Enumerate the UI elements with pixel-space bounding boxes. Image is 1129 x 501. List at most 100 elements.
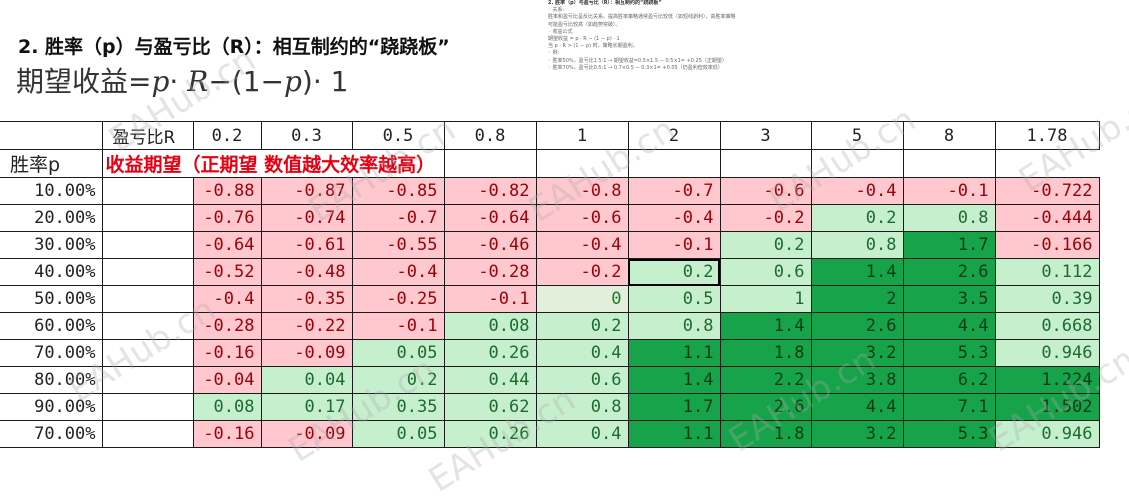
p-value-cell[interactable]: 50.00% <box>0 285 103 313</box>
value-cell[interactable]: 0.62 <box>443 393 537 421</box>
r-value-header[interactable]: 8 <box>902 121 996 150</box>
value-cell[interactable]: 3.2 <box>810 420 904 448</box>
value-cell[interactable]: 0.17 <box>260 393 353 421</box>
value-cell[interactable]: 0.4 <box>535 339 629 367</box>
value-cell[interactable]: 0.05 <box>351 339 445 367</box>
value-cell[interactable]: -0.16 <box>192 420 262 448</box>
value-cell[interactable]: 0.946 <box>994 420 1100 448</box>
value-cell[interactable]: 0.05 <box>351 420 445 448</box>
value-cell[interactable]: -0.74 <box>260 204 353 232</box>
value-cell[interactable]: -0.09 <box>260 420 353 448</box>
blank-cell[interactable] <box>101 177 194 205</box>
p-value-cell[interactable]: 40.00% <box>0 258 103 286</box>
value-cell[interactable]: 0.8 <box>627 312 721 340</box>
value-cell[interactable]: 1.4 <box>719 312 812 340</box>
p-value-cell[interactable]: 70.00% <box>0 420 103 448</box>
value-cell[interactable]: -0.55 <box>351 231 445 259</box>
p-value-cell[interactable]: 30.00% <box>0 231 103 259</box>
value-cell[interactable]: -0.28 <box>192 312 262 340</box>
value-cell[interactable]: 4.4 <box>902 312 996 340</box>
p-value-cell[interactable]: 20.00% <box>0 204 103 232</box>
embedded-note-image[interactable]: 2. 胜率（p）与盈亏比（R）：相互制约的“跷跷板” ◦ 关系: 胜率和盈亏比呈反… <box>548 0 758 118</box>
r-value-header[interactable]: 0.3 <box>260 121 353 150</box>
value-cell[interactable]: 0.4 <box>535 420 629 448</box>
value-cell[interactable]: -0.4 <box>627 204 721 232</box>
value-cell[interactable]: -0.444 <box>994 204 1100 232</box>
value-cell[interactable]: -0.52 <box>192 258 262 286</box>
value-cell[interactable]: 0.08 <box>443 312 537 340</box>
value-cell[interactable]: 1.4 <box>810 258 904 286</box>
value-cell[interactable]: -0.4 <box>535 231 629 259</box>
r-value-header[interactable]: 5 <box>810 121 904 150</box>
value-cell[interactable]: 0.2 <box>810 204 904 232</box>
empty-cell[interactable] <box>443 149 537 178</box>
value-cell[interactable]: -0.6 <box>535 204 629 232</box>
value-cell[interactable]: -0.4 <box>810 177 904 205</box>
value-cell[interactable]: 0.6 <box>719 258 812 286</box>
value-cell[interactable]: 3.2 <box>810 339 904 367</box>
value-cell[interactable]: 4.4 <box>810 393 904 421</box>
value-cell[interactable]: 1.8 <box>719 420 812 448</box>
value-cell[interactable]: -0.4 <box>351 258 445 286</box>
blank-cell[interactable] <box>101 312 194 340</box>
empty-cell[interactable] <box>535 149 629 178</box>
value-cell[interactable]: 0.44 <box>443 366 537 394</box>
value-cell[interactable]: -0.7 <box>627 177 721 205</box>
value-cell[interactable]: -0.61 <box>260 231 353 259</box>
value-cell[interactable]: -0.35 <box>260 285 353 313</box>
value-cell[interactable]: 7.1 <box>902 393 996 421</box>
r-value-header[interactable]: 3 <box>719 121 812 150</box>
value-cell[interactable]: -0.64 <box>192 231 262 259</box>
p-value-cell[interactable]: 60.00% <box>0 312 103 340</box>
value-cell[interactable]: 0.04 <box>260 366 353 394</box>
value-cell[interactable]: 0.8 <box>810 231 904 259</box>
r-value-header[interactable]: 0.5 <box>351 121 445 150</box>
value-cell[interactable]: 3.5 <box>902 285 996 313</box>
banner-cell[interactable]: 收益期望（正期望 数值越大效率越高） <box>101 149 445 178</box>
value-cell[interactable]: 0.668 <box>994 312 1100 340</box>
r-header-label[interactable]: 盈亏比R <box>101 121 194 150</box>
value-cell[interactable]: 1.7 <box>902 231 996 259</box>
p-value-cell[interactable]: 10.00% <box>0 177 103 205</box>
value-cell[interactable]: 0.6 <box>535 366 629 394</box>
value-cell[interactable]: -0.4 <box>192 285 262 313</box>
value-cell[interactable]: 2.6 <box>902 258 996 286</box>
value-cell[interactable]: 1.502 <box>994 393 1100 421</box>
value-cell[interactable]: -0.46 <box>443 231 537 259</box>
value-cell[interactable]: 0.35 <box>351 393 445 421</box>
value-cell[interactable]: -0.1 <box>902 177 996 205</box>
corner-cell[interactable] <box>0 121 103 150</box>
p-value-cell[interactable]: 70.00% <box>0 339 103 367</box>
value-cell[interactable]: -0.1 <box>627 231 721 259</box>
value-cell[interactable]: 0.946 <box>994 339 1100 367</box>
value-cell[interactable]: -0.7 <box>351 204 445 232</box>
empty-cell[interactable] <box>719 149 812 178</box>
blank-cell[interactable] <box>101 231 194 259</box>
value-cell[interactable]: 0.26 <box>443 339 537 367</box>
value-cell[interactable]: 1.8 <box>719 339 812 367</box>
value-cell[interactable]: 1.7 <box>627 393 721 421</box>
value-cell[interactable]: 0.8 <box>902 204 996 232</box>
r-value-header[interactable]: 1.78 <box>994 121 1100 150</box>
value-cell[interactable]: 5.3 <box>902 420 996 448</box>
value-cell[interactable]: -0.87 <box>260 177 353 205</box>
value-cell[interactable]: 0.5 <box>627 285 721 313</box>
value-cell[interactable]: 6.2 <box>902 366 996 394</box>
value-cell[interactable]: -0.2 <box>535 258 629 286</box>
value-cell[interactable]: 1.1 <box>627 339 721 367</box>
value-cell[interactable]: 1.1 <box>627 420 721 448</box>
value-cell[interactable]: -0.16 <box>192 339 262 367</box>
p-value-cell[interactable]: 90.00% <box>0 393 103 421</box>
value-cell[interactable]: 2.6 <box>719 393 812 421</box>
value-cell[interactable]: 0.26 <box>443 420 537 448</box>
value-cell[interactable]: -0.1 <box>443 285 537 313</box>
value-cell[interactable]: -0.82 <box>443 177 537 205</box>
value-cell[interactable]: -0.6 <box>719 177 812 205</box>
value-cell[interactable]: 0.112 <box>994 258 1100 286</box>
value-cell[interactable]: 2 <box>810 285 904 313</box>
value-cell[interactable]: 0.2 <box>719 231 812 259</box>
value-cell[interactable]: -0.64 <box>443 204 537 232</box>
value-cell[interactable]: -0.76 <box>192 204 262 232</box>
value-cell[interactable]: 0 <box>535 285 629 313</box>
r-value-header[interactable]: 2 <box>627 121 721 150</box>
